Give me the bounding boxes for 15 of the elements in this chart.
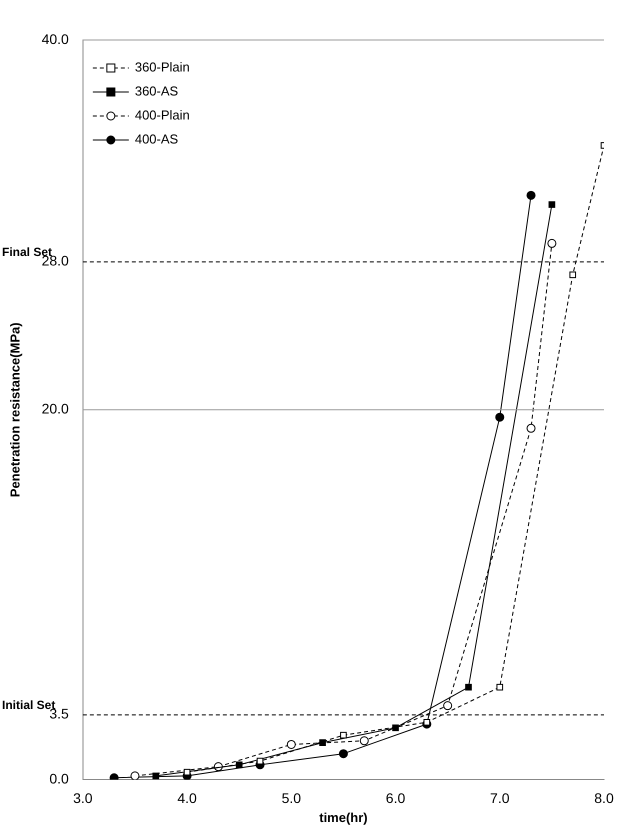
legend-label: 360-Plain	[134, 60, 190, 75]
y-tick-label: 0.0	[49, 770, 70, 786]
legend-label: 400-Plain	[134, 108, 190, 123]
y-axis-title: Penetration resistance(MPa)	[7, 322, 22, 498]
x-tick-label: 5.0	[282, 790, 302, 806]
x-tick-label: 7.0	[490, 790, 510, 806]
legend-label: 400-AS	[134, 132, 179, 147]
x-tick-label: 6.0	[386, 790, 406, 806]
y-tick-label: 40.0	[42, 30, 70, 47]
legend-label: 360-AS	[134, 84, 179, 99]
x-tick-label: 8.0	[594, 790, 614, 806]
x-tick-label: 4.0	[177, 790, 198, 806]
x-axis-title: time(hr)	[319, 810, 368, 825]
y-tick-label: 20.0	[42, 400, 70, 417]
x-tick-label: 3.0	[73, 790, 93, 806]
